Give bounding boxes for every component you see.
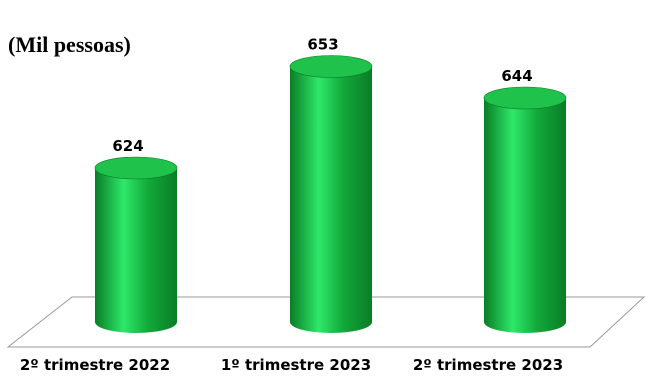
bar-top: [94, 156, 178, 180]
labels-group: 624 2º trimestre 2022 653 1º trimestre 2023…: [20, 36, 563, 375]
category-label: 2º trimestre 2023: [413, 356, 563, 374]
value-label: 653: [307, 36, 338, 54]
bar-body: [95, 168, 177, 333]
value-label: 644: [501, 67, 532, 85]
bar-2: [289, 55, 373, 333]
bar-body: [290, 66, 372, 333]
bar-top: [483, 86, 567, 110]
category-label: 2º trimestre 2022: [20, 356, 170, 374]
value-label: 624: [112, 137, 143, 155]
bar-body: [484, 98, 566, 333]
bar-3: [483, 86, 567, 333]
unit-label: (Mil pessoas): [8, 32, 131, 57]
bar-1: [94, 156, 178, 333]
bars-group: [94, 55, 567, 333]
bar-top: [289, 55, 373, 78]
category-label: 1º trimestre 2023: [221, 356, 371, 374]
